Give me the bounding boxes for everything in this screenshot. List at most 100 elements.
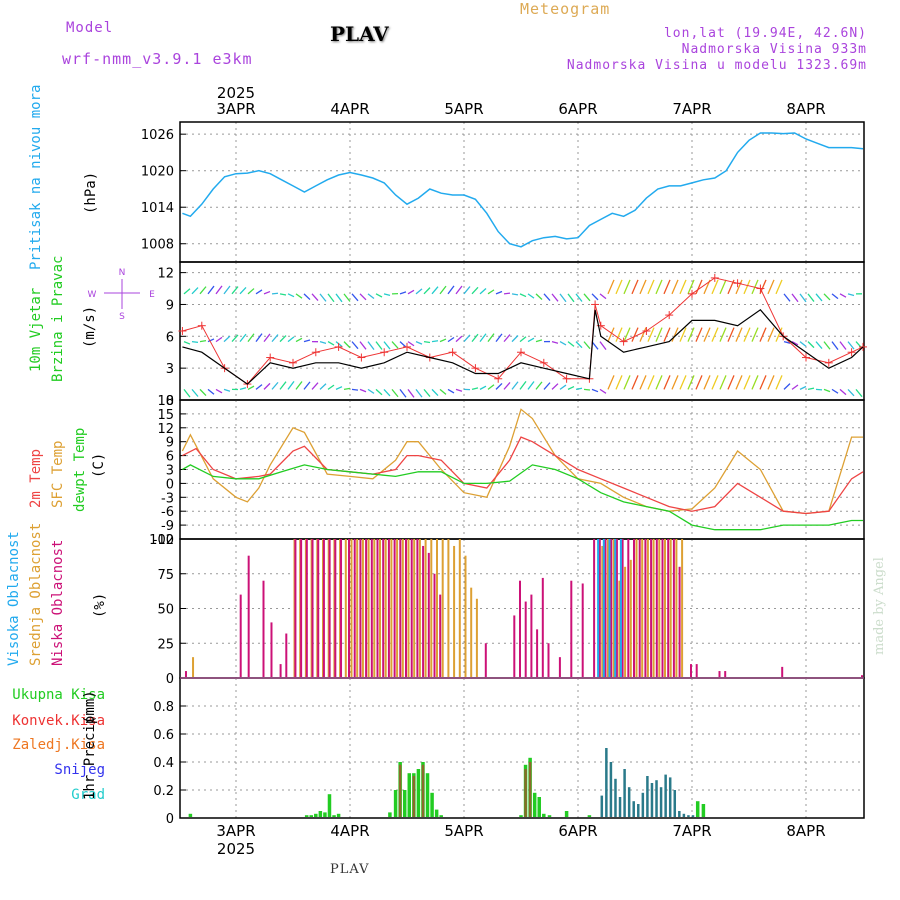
cloud-low-bar [334,539,337,677]
precip-snow-bar [637,804,640,817]
wind-barb [807,293,815,302]
y-tick-label: -3 [161,491,174,506]
cloud-mid-bar [629,559,632,677]
wind-barb [471,286,479,295]
cloud-low-bar [365,539,368,677]
cloud-low-bar [541,577,544,677]
wind-barb [295,293,303,299]
wind-barb [743,375,751,390]
cloud-mid-bar [441,539,444,677]
wind-barb [559,293,567,303]
precip-total-bar [327,794,332,817]
wind-barb [447,285,455,295]
wind-barb [495,333,503,343]
wind-barb [719,375,727,390]
cloud-low-bar [638,539,641,677]
wind-barb [287,336,295,343]
wind-barb [679,279,687,295]
y-tick-label: 0.2 [153,784,174,799]
wind-barb [311,293,319,302]
precip-snow-bar [691,815,695,817]
cloud-low-bar [416,539,419,677]
precip-total-bar [587,815,592,817]
cloud-low-bar [621,539,624,677]
wind-barb [671,375,679,390]
cloud-mid-bar [379,539,381,677]
wind-barb [639,279,647,295]
wind-barb [583,341,591,350]
y-tick-label: 3 [166,362,174,377]
wind-barb [303,381,311,390]
cloud-mid-bar [652,539,655,677]
precip-total-bar [416,769,421,817]
precip-snow-bar [650,783,654,817]
cloud-low-bar [655,539,658,677]
compass-letter: S [119,312,125,322]
wind-barb [303,293,311,301]
wind-barb [527,381,535,390]
wind-barb [583,293,591,302]
cloud-mid-bar [384,539,387,677]
wind-barb [831,293,839,300]
cloud-mid-bar [612,539,615,677]
cloud-mid-bar [664,539,666,677]
wind-barb [735,327,743,342]
cloud-low-bar [405,539,407,677]
cloud-low-bar [615,539,618,677]
precip-total-bar [188,813,193,817]
wind-barb [727,375,735,390]
cloud-low-bar [239,594,242,677]
wind-barb [223,285,231,295]
wind-barb [799,385,807,390]
precip-snow-bar [614,778,617,817]
precip-snow-bar [618,797,622,817]
legend-frozen-rain: Zaledj.Kisa [12,737,105,753]
precip-snow-bar [641,792,645,817]
wind-barb [711,279,719,295]
precip-total-bar [701,804,706,817]
wind-barb [423,340,431,344]
wind-barb [335,386,343,390]
wind-barb [343,341,351,349]
wind-barb [415,388,423,398]
cloud-mid-bar [344,539,347,677]
wind-barb [399,291,407,295]
y-tick-label: 9 [166,436,174,451]
wind-barb [183,288,191,295]
wind-barb [207,388,215,395]
wind-barb [767,375,775,390]
precip-conv-bar [524,769,527,817]
cloud-low-bar [513,615,516,677]
cloud-high-bar [608,539,611,677]
precip-total-bar [519,815,523,817]
y-tick-label: 1014 [141,201,174,216]
wind-barb [687,327,695,342]
day-label-bottom: 3APR [216,822,255,840]
precip-total-bar [434,809,439,817]
wind-barb [399,388,407,398]
cloud-mid-bar [635,539,638,677]
wind-barb [335,293,343,303]
cloud-low-bar [422,545,425,677]
precip-total-bar [547,815,552,817]
wind-barb [511,381,519,390]
cloud-low-bar [387,539,390,677]
y-tick-label: 9 [166,298,174,313]
wind-barb [199,339,207,343]
wind-barb [783,340,791,344]
y-tick-label: -6 [161,505,174,520]
cloud-mid-bar [464,555,467,677]
year-label-top: 2025 [217,84,255,102]
wind-barb [631,279,639,295]
y-tick-label: 25 [157,637,174,652]
wind-barb [575,293,583,302]
wind-barb [703,327,711,342]
wind-barb [615,327,623,342]
cloud-low-bar [340,539,343,677]
cloud-low-bar [300,539,303,677]
y-tick-label: 1026 [141,128,174,143]
y-tick-label: 15 [157,408,174,423]
wind-barb [447,336,455,343]
cloud-low-bar [311,539,314,677]
